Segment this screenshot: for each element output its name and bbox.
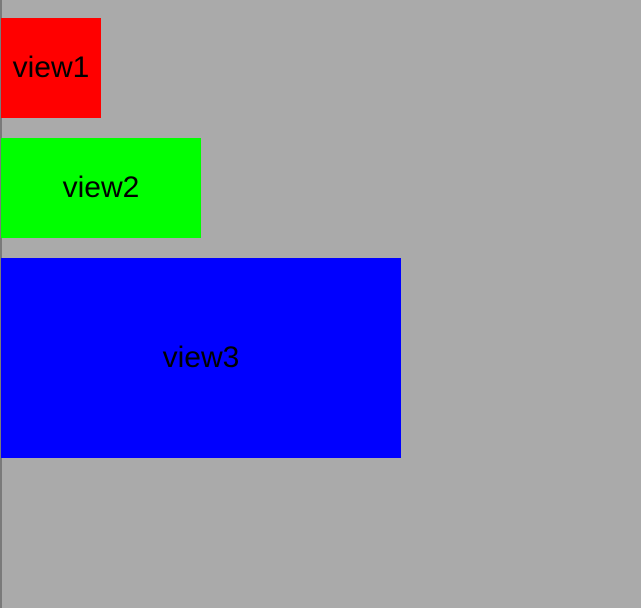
- view3-label: view3: [162, 341, 240, 374]
- view1-box: view1: [1, 18, 101, 118]
- view3-box: view3: [1, 258, 401, 458]
- view2-box: view2: [1, 138, 201, 238]
- view1-label: view1: [12, 51, 90, 84]
- view2-label: view2: [62, 171, 140, 204]
